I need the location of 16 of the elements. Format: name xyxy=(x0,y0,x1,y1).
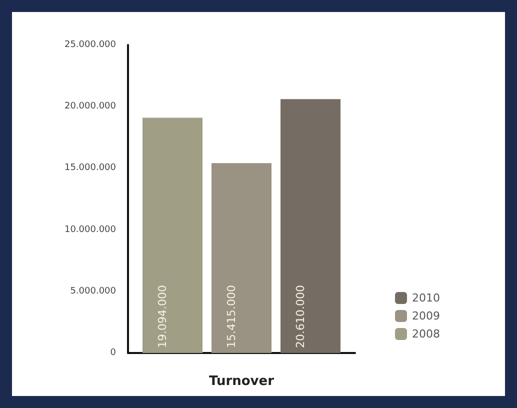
y-tick-label: 20.000.000 xyxy=(64,102,116,112)
data-label: 19.094.000 xyxy=(156,285,169,348)
y-tick-label: 5.000.000 xyxy=(70,286,116,296)
data-label: 15.415.000 xyxy=(225,285,238,348)
y-tick-label: 0 xyxy=(110,348,116,358)
y-tick-label: 15.000.000 xyxy=(64,163,116,174)
bar xyxy=(142,118,202,353)
data-label: 20.610.000 xyxy=(294,285,307,348)
y-tick-label: 25.000.000 xyxy=(64,40,116,50)
legend-label: 2008 xyxy=(412,328,440,340)
legend-label: 2009 xyxy=(412,310,440,322)
legend-label: 2010 xyxy=(412,292,440,304)
bar xyxy=(280,99,340,353)
bar xyxy=(212,163,272,353)
x-axis-title: Turnover xyxy=(209,374,275,389)
y-tick-label: 10.000.000 xyxy=(64,224,116,235)
